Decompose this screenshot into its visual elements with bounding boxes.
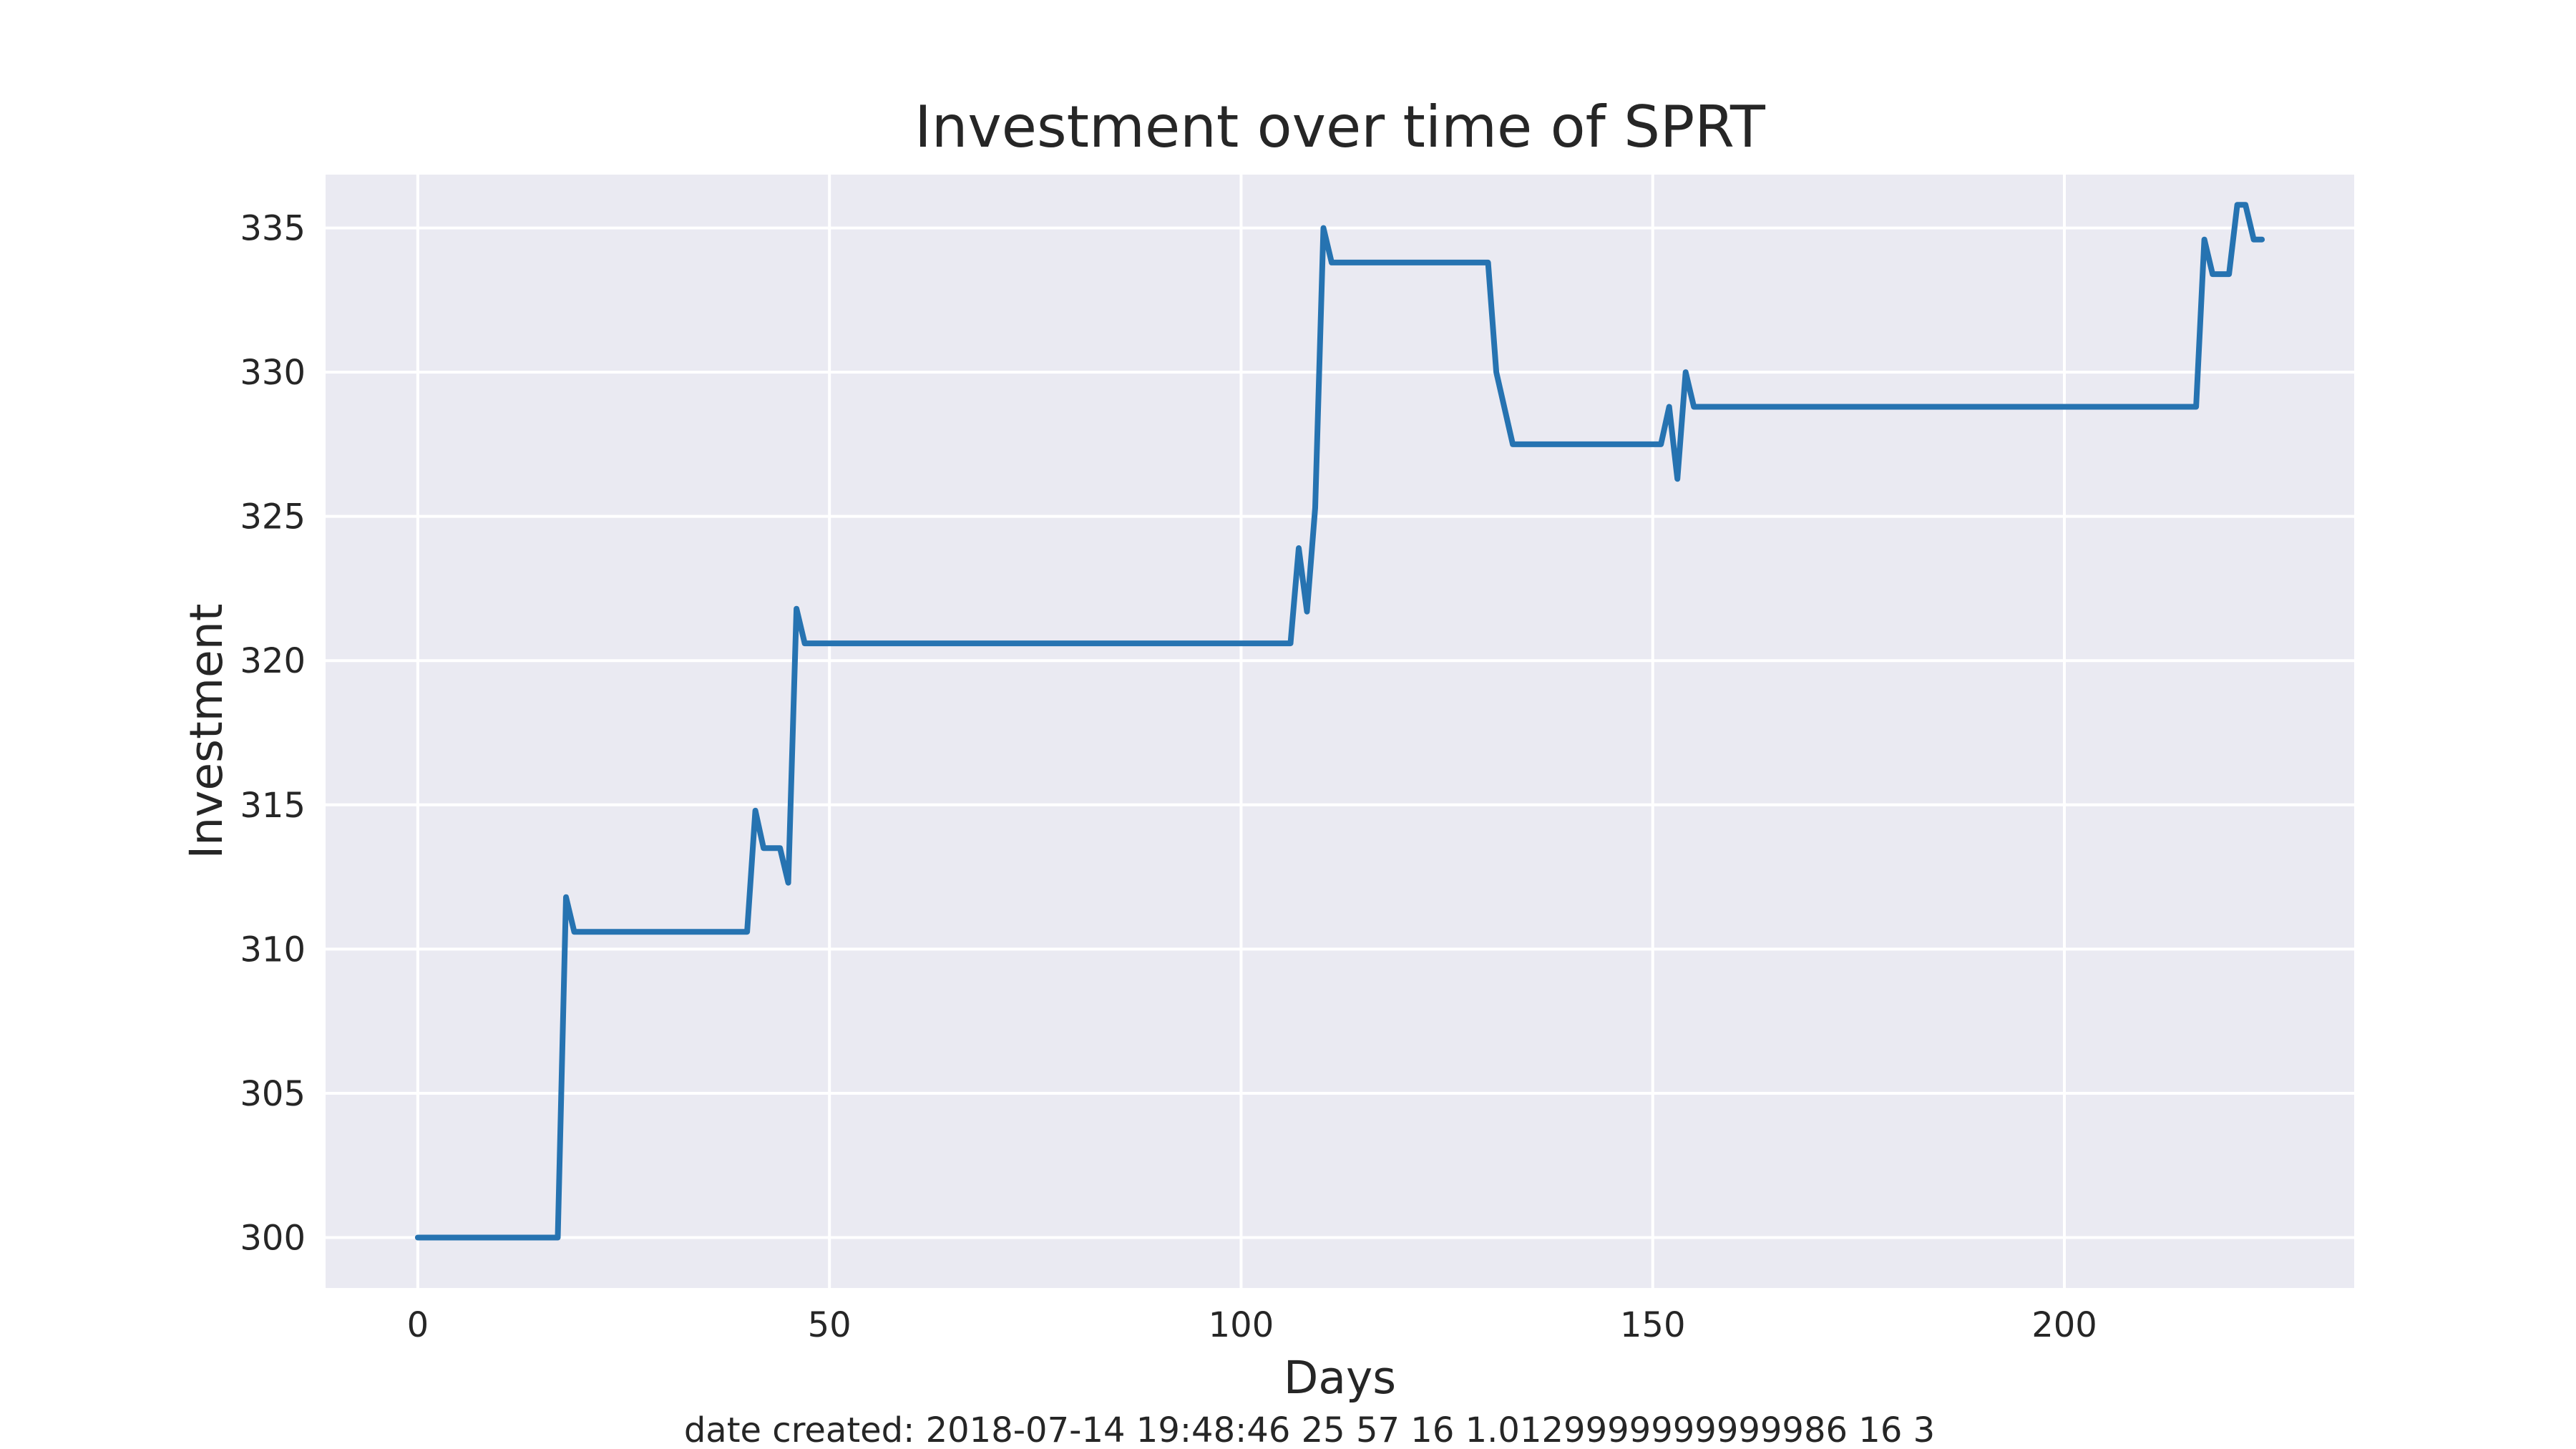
series-layer [414, 202, 2265, 1241]
y-tick-label: 300 [240, 1218, 306, 1258]
y-axis-label: Investment [180, 604, 233, 859]
series-line [414, 202, 2265, 1241]
x-tick-label: 0 [407, 1305, 429, 1345]
plot-area [326, 175, 2354, 1288]
y-tick-label: 305 [240, 1074, 306, 1114]
x-tick-label: 50 [808, 1305, 852, 1345]
x-tick-label: 200 [2031, 1305, 2097, 1345]
y-tick-label: 330 [240, 353, 306, 393]
date-created-footer: date created: 2018-07-14 19:48:46 25 57 … [684, 1410, 1935, 1449]
grid-lines [326, 175, 2354, 1288]
tick-labels: 0 50 100 150 200 300 305 310 315 320 325 330 335 [240, 209, 2097, 1345]
x-tick-label: 150 [1620, 1305, 1686, 1345]
x-axis-label: Days [1284, 1352, 1396, 1404]
y-tick-label: 320 [240, 641, 306, 681]
chart-title: Investment over time of SPRT [914, 94, 1766, 160]
y-tick-label: 335 [240, 209, 306, 249]
x-tick-label: 100 [1209, 1305, 1274, 1345]
y-tick-label: 310 [240, 930, 306, 970]
y-tick-label: 315 [240, 786, 306, 826]
y-tick-label: 325 [240, 497, 306, 537]
